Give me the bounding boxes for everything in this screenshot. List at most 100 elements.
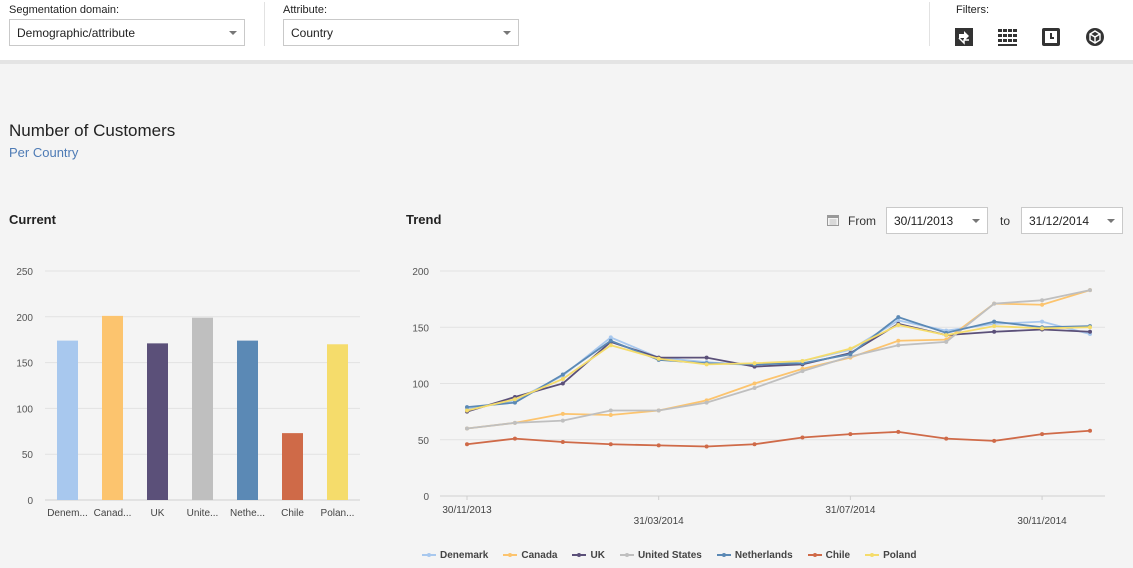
- to-date-select[interactable]: 31/12/2014: [1021, 207, 1123, 234]
- series-line: [466, 289, 1091, 430]
- legend-swatch: [865, 553, 880, 557]
- series-line: [466, 322, 1091, 413]
- legend-item[interactable]: United States: [619, 549, 702, 561]
- x-tick-label: Denem...: [47, 508, 88, 519]
- data-point: [560, 377, 565, 381]
- data-point: [608, 343, 613, 348]
- from-date-value: 30/11/2013: [894, 214, 954, 228]
- legend-label: United States: [637, 549, 702, 561]
- data-point: [1040, 432, 1045, 437]
- chevron-down-icon: [972, 219, 980, 223]
- legend-label: Chile: [825, 549, 851, 561]
- grid-icon[interactable]: [996, 26, 1018, 48]
- cube-icon[interactable]: [1084, 26, 1106, 48]
- data-point: [992, 319, 997, 324]
- data-point: [560, 372, 565, 377]
- data-point: [1040, 298, 1045, 303]
- to-label: to: [1000, 214, 1011, 228]
- segmentation-domain-label: Segmentation domain:: [9, 4, 120, 16]
- y-tick-label: 50: [418, 436, 430, 447]
- legend-swatch: [716, 553, 731, 557]
- data-point: [512, 400, 517, 405]
- x-tick-label: Chile: [281, 508, 304, 519]
- legend-label: Netherlands: [734, 549, 793, 561]
- legend-swatch: [807, 553, 822, 557]
- data-point: [848, 346, 853, 351]
- data-point: [1040, 326, 1045, 331]
- segmentation-domain-select[interactable]: Demographic/attribute: [9, 19, 245, 46]
- legend-item[interactable]: Canada: [503, 550, 557, 561]
- data-point: [992, 324, 997, 329]
- data-point: [704, 444, 709, 449]
- chevron-down-icon: [229, 31, 237, 35]
- y-tick-label: 50: [22, 450, 34, 461]
- bar: [57, 340, 78, 500]
- current-bar-chart: 0 50 100 150 200 250 Denem... Canad... UK Unite..…: [16, 267, 360, 519]
- legend-label: UK: [590, 549, 605, 561]
- y-tick-label: 150: [16, 359, 33, 370]
- swap-arrows-icon[interactable]: [953, 26, 975, 48]
- data-point: [896, 338, 901, 343]
- data-point: [1088, 288, 1092, 293]
- page-title: Number of Customers: [9, 121, 176, 140]
- bar: [102, 315, 123, 500]
- data-point: [560, 418, 565, 423]
- data-point: [800, 435, 805, 440]
- x-tick-label: Nethe...: [230, 508, 265, 519]
- data-point: [800, 369, 805, 374]
- attribute-select[interactable]: Country: [283, 19, 519, 46]
- legend-swatch: [572, 553, 587, 557]
- x-tick-label: Canad...: [94, 508, 132, 519]
- chevron-down-icon: [503, 31, 511, 35]
- data-point: [512, 420, 517, 425]
- clock-icon[interactable]: [1040, 26, 1062, 48]
- y-tick-label: 200: [412, 267, 429, 278]
- data-point: [1088, 329, 1092, 334]
- legend-label: Denemark: [440, 549, 489, 561]
- data-point: [848, 432, 853, 437]
- legend-swatch: [503, 553, 518, 557]
- legend-item[interactable]: Denemark: [422, 550, 488, 561]
- legend-item[interactable]: Netherlands: [716, 549, 793, 561]
- trend-legend: Denemark Canada UK United States Netherlands…: [422, 548, 931, 562]
- data-point: [465, 442, 469, 447]
- data-point: [608, 442, 613, 447]
- to-date-value: 31/12/2014: [1029, 214, 1090, 228]
- legend-swatch: [422, 553, 436, 557]
- data-point: [800, 359, 805, 363]
- y-tick-label: 100: [16, 404, 33, 415]
- legend-swatch: [619, 553, 634, 557]
- data-point: [465, 405, 469, 410]
- data-point: [704, 400, 709, 405]
- from-date-select[interactable]: 30/11/2013: [886, 207, 988, 234]
- x-tick-label: Unite...: [187, 508, 219, 519]
- x-tick-label: 30/11/2014: [1017, 516, 1067, 527]
- chevron-down-icon: [1107, 219, 1115, 223]
- data-point: [704, 355, 709, 360]
- legend-item[interactable]: Poland: [865, 550, 916, 561]
- legend-item[interactable]: UK: [572, 549, 605, 561]
- filters-label: Filters:: [956, 4, 989, 16]
- bar: [282, 433, 303, 500]
- series-line: [466, 429, 1091, 448]
- data-point: [992, 329, 997, 334]
- data-point: [465, 426, 469, 431]
- page-subtitle: Per Country: [9, 145, 79, 160]
- toolbar-divider: [264, 2, 265, 46]
- data-point: [608, 338, 613, 343]
- bar: [327, 344, 348, 500]
- data-point: [656, 443, 661, 448]
- y-tick-label: 100: [412, 380, 429, 391]
- y-tick-label: 200: [16, 313, 33, 324]
- data-point: [752, 386, 757, 390]
- series-line: [466, 316, 1091, 409]
- data-point: [1088, 325, 1092, 330]
- data-point: [944, 436, 949, 441]
- data-point: [560, 381, 565, 386]
- legend-label: Canada: [521, 549, 558, 561]
- legend-item[interactable]: Chile: [807, 549, 851, 561]
- bar: [237, 340, 258, 500]
- current-title: Current: [9, 212, 56, 227]
- y-tick-label: 250: [16, 267, 33, 278]
- data-point: [465, 408, 469, 413]
